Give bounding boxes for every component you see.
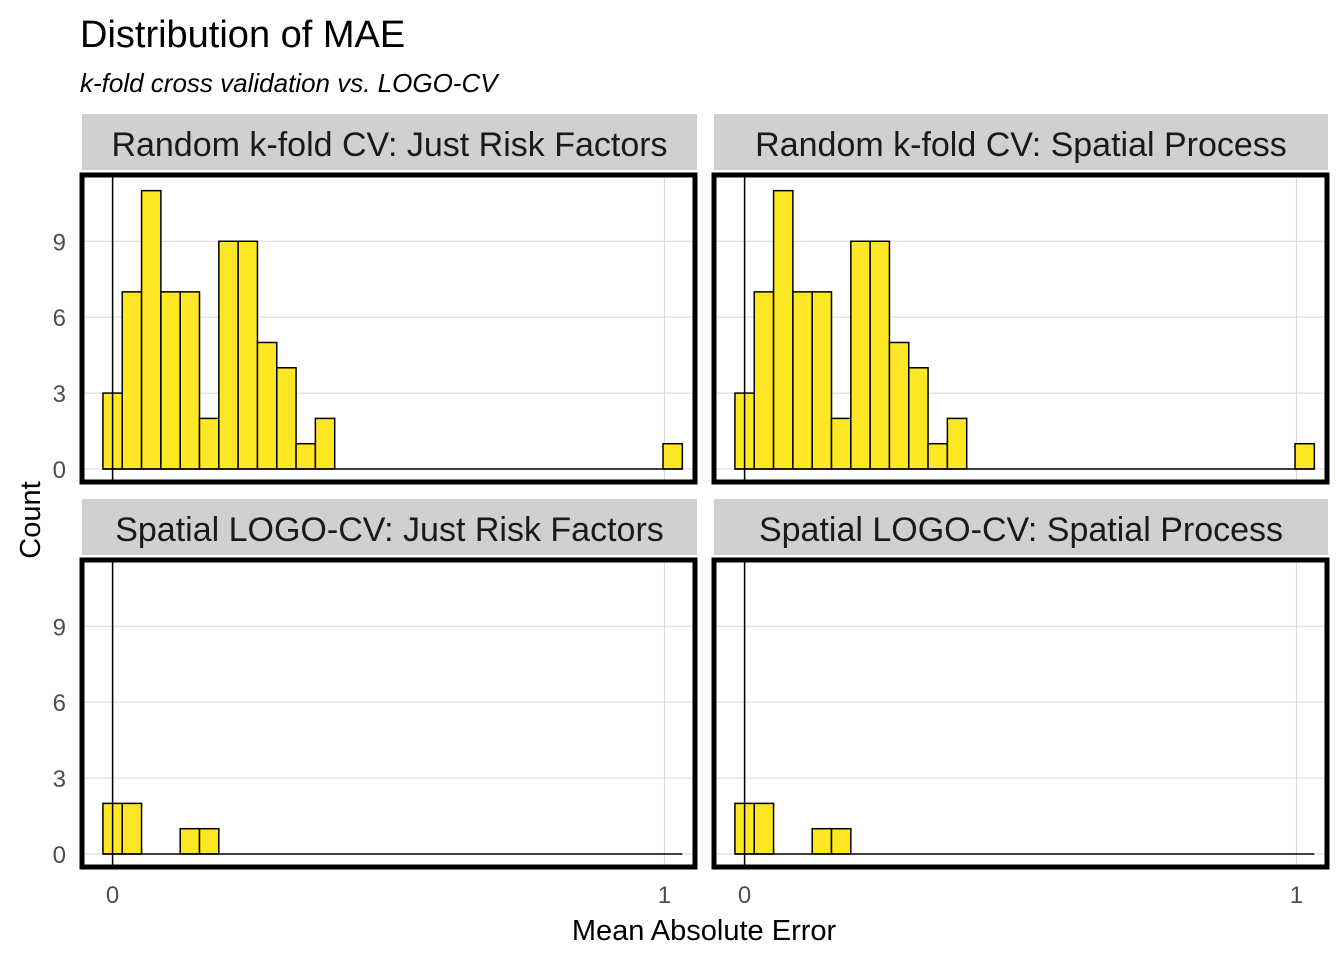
x-tick-label: 1: [1290, 882, 1303, 909]
histogram-bar: [179, 827, 201, 855]
histogram-bar: [218, 240, 239, 470]
facet-panel: Spatial LOGO-CV: Spatial Process 0 1: [711, 499, 1330, 909]
x-tick-label: 0: [106, 882, 119, 909]
panel-border: [79, 172, 698, 485]
histogram-bar: [830, 417, 852, 470]
y-tick-label: 6: [53, 305, 66, 332]
y-tick-label: 0: [53, 842, 66, 869]
y-tick-label: 9: [53, 229, 66, 256]
histogram-bar: [830, 827, 852, 855]
histogram-bar: [179, 291, 201, 470]
histogram-bar: [198, 417, 220, 470]
histogram-bar: [295, 442, 317, 470]
y-tick-label: 3: [53, 766, 66, 793]
facet-strip-title: Spatial LOGO-CV: Spatial Process: [759, 511, 1283, 549]
y-tick-label: 6: [53, 690, 66, 717]
y-tick-label: 9: [53, 614, 66, 641]
histogram-bar: [753, 291, 775, 470]
y-tick-label: 3: [53, 381, 66, 408]
x-axis-label: Mean Absolute Error: [572, 915, 837, 947]
histogram-bar: [753, 802, 775, 855]
y-tick-label: 0: [53, 457, 66, 484]
chart-title: Distribution of MAE: [80, 14, 405, 56]
histogram-bar: [869, 240, 891, 470]
facet-strip-title: Spatial LOGO-CV: Just Risk Factors: [115, 511, 664, 549]
histogram-bar: [198, 827, 220, 855]
panel-border: [79, 557, 698, 870]
facet-panel: Random k-fold CV: Spatial Process: [711, 114, 1330, 485]
histogram-bar: [811, 291, 833, 470]
panel-border: [711, 557, 1330, 870]
histogram-bar: [772, 189, 794, 470]
facet-strip: [714, 114, 1328, 170]
facet-strip-title: Random k-fold CV: Just Risk Factors: [111, 126, 667, 164]
x-tick-label: 0: [738, 882, 751, 909]
histogram-bar: [140, 189, 162, 470]
histogram-bar: [927, 442, 949, 470]
facet-panels: Random k-fold CV: Just Risk Factors0369R…: [53, 114, 1330, 909]
histogram-bar: [946, 417, 968, 470]
histogram-bar: [314, 417, 336, 470]
histogram-bar: [237, 240, 259, 470]
facet-strip: [714, 499, 1328, 555]
histogram-bar: [256, 341, 278, 470]
y-axis-label: Count: [15, 481, 47, 558]
chart-subtitle: k-fold cross validation vs. LOGO-CV: [80, 68, 500, 98]
facet-strip-title: Random k-fold CV: Spatial Process: [755, 126, 1287, 164]
histogram-bar: [908, 367, 929, 470]
histogram-bar: [121, 802, 143, 855]
histogram-bar: [811, 827, 833, 855]
facet-panel: Random k-fold CV: Just Risk Factors 0 3 6 9: [53, 114, 698, 485]
histogram-bar: [662, 442, 684, 470]
panel-border: [711, 172, 1330, 485]
facet-strip: [82, 499, 697, 555]
histogram-bar: [276, 367, 297, 470]
histogram-bar: [850, 240, 871, 470]
facet-panel: Spatial LOGO-CV: Just Risk Factors 0 3 6 9 0 1: [53, 499, 698, 909]
histogram-bar: [888, 341, 910, 470]
facet-strip: [82, 114, 697, 170]
x-tick-label: 1: [658, 882, 671, 909]
histogram-bar: [1294, 442, 1316, 470]
histogram-bar: [792, 291, 813, 470]
histogram-bar: [121, 291, 143, 470]
histogram-bar: [160, 291, 181, 470]
